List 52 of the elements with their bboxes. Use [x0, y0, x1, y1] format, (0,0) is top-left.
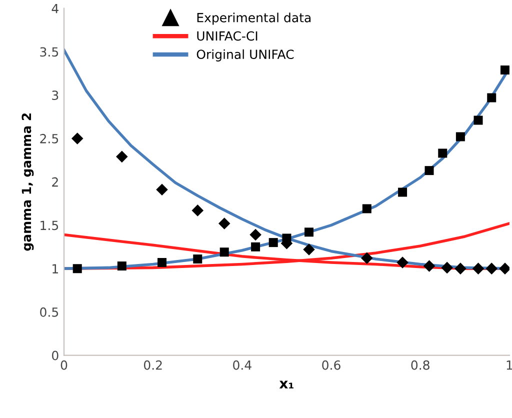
point [398, 188, 408, 197]
x-tick-label: 0.4 [233, 360, 252, 370]
y-tick-label: 0 [52, 350, 58, 360]
point [268, 238, 278, 248]
point [438, 148, 448, 158]
point [396, 256, 408, 268]
point [251, 242, 260, 252]
y-tick-label: 2 [52, 177, 58, 187]
point [192, 204, 204, 216]
y-tick-label: 1 [52, 264, 58, 274]
point [486, 262, 498, 274]
x-axis-title: x₁ [279, 380, 294, 388]
y-tick-label: 1.5 [40, 220, 58, 230]
x-tick-label: 1 [506, 360, 512, 370]
point [472, 262, 484, 274]
point [193, 254, 202, 264]
point [362, 204, 372, 214]
y-tick-label: 0.5 [40, 307, 58, 317]
x-tick-label: 0.8 [411, 360, 430, 370]
point [303, 244, 315, 256]
point [72, 264, 82, 274]
point [361, 252, 373, 264]
point [157, 258, 166, 267]
y-tick-label: 4 [52, 4, 58, 14]
legend-label: UNIFAC-CI [197, 31, 258, 41]
y-axis-title: gamma 1, gamma 2 [22, 113, 34, 251]
point [474, 116, 483, 125]
point [218, 218, 230, 230]
point [423, 260, 436, 272]
legend-label: Original UNIFAC [196, 49, 294, 62]
y-tick-label: 3 [52, 90, 58, 100]
point [250, 228, 262, 241]
point [71, 132, 84, 144]
point [282, 234, 292, 243]
point [117, 261, 126, 270]
point [456, 132, 465, 142]
point [304, 228, 314, 237]
x-tick-label: 0 [60, 360, 68, 370]
point [454, 262, 466, 274]
point [116, 150, 128, 163]
point [220, 248, 229, 257]
point [499, 262, 510, 274]
x-tick-label: 0.2 [144, 360, 162, 370]
point [441, 262, 453, 274]
point [487, 93, 496, 102]
x-tick-label: 0.6 [322, 360, 340, 370]
point [424, 166, 434, 176]
y-tick-label: 2.5 [40, 134, 58, 144]
legend-label: Experimental data [197, 12, 310, 25]
y-tick-label: 3.5 [40, 47, 58, 57]
point [156, 184, 168, 196]
point [500, 65, 510, 74]
